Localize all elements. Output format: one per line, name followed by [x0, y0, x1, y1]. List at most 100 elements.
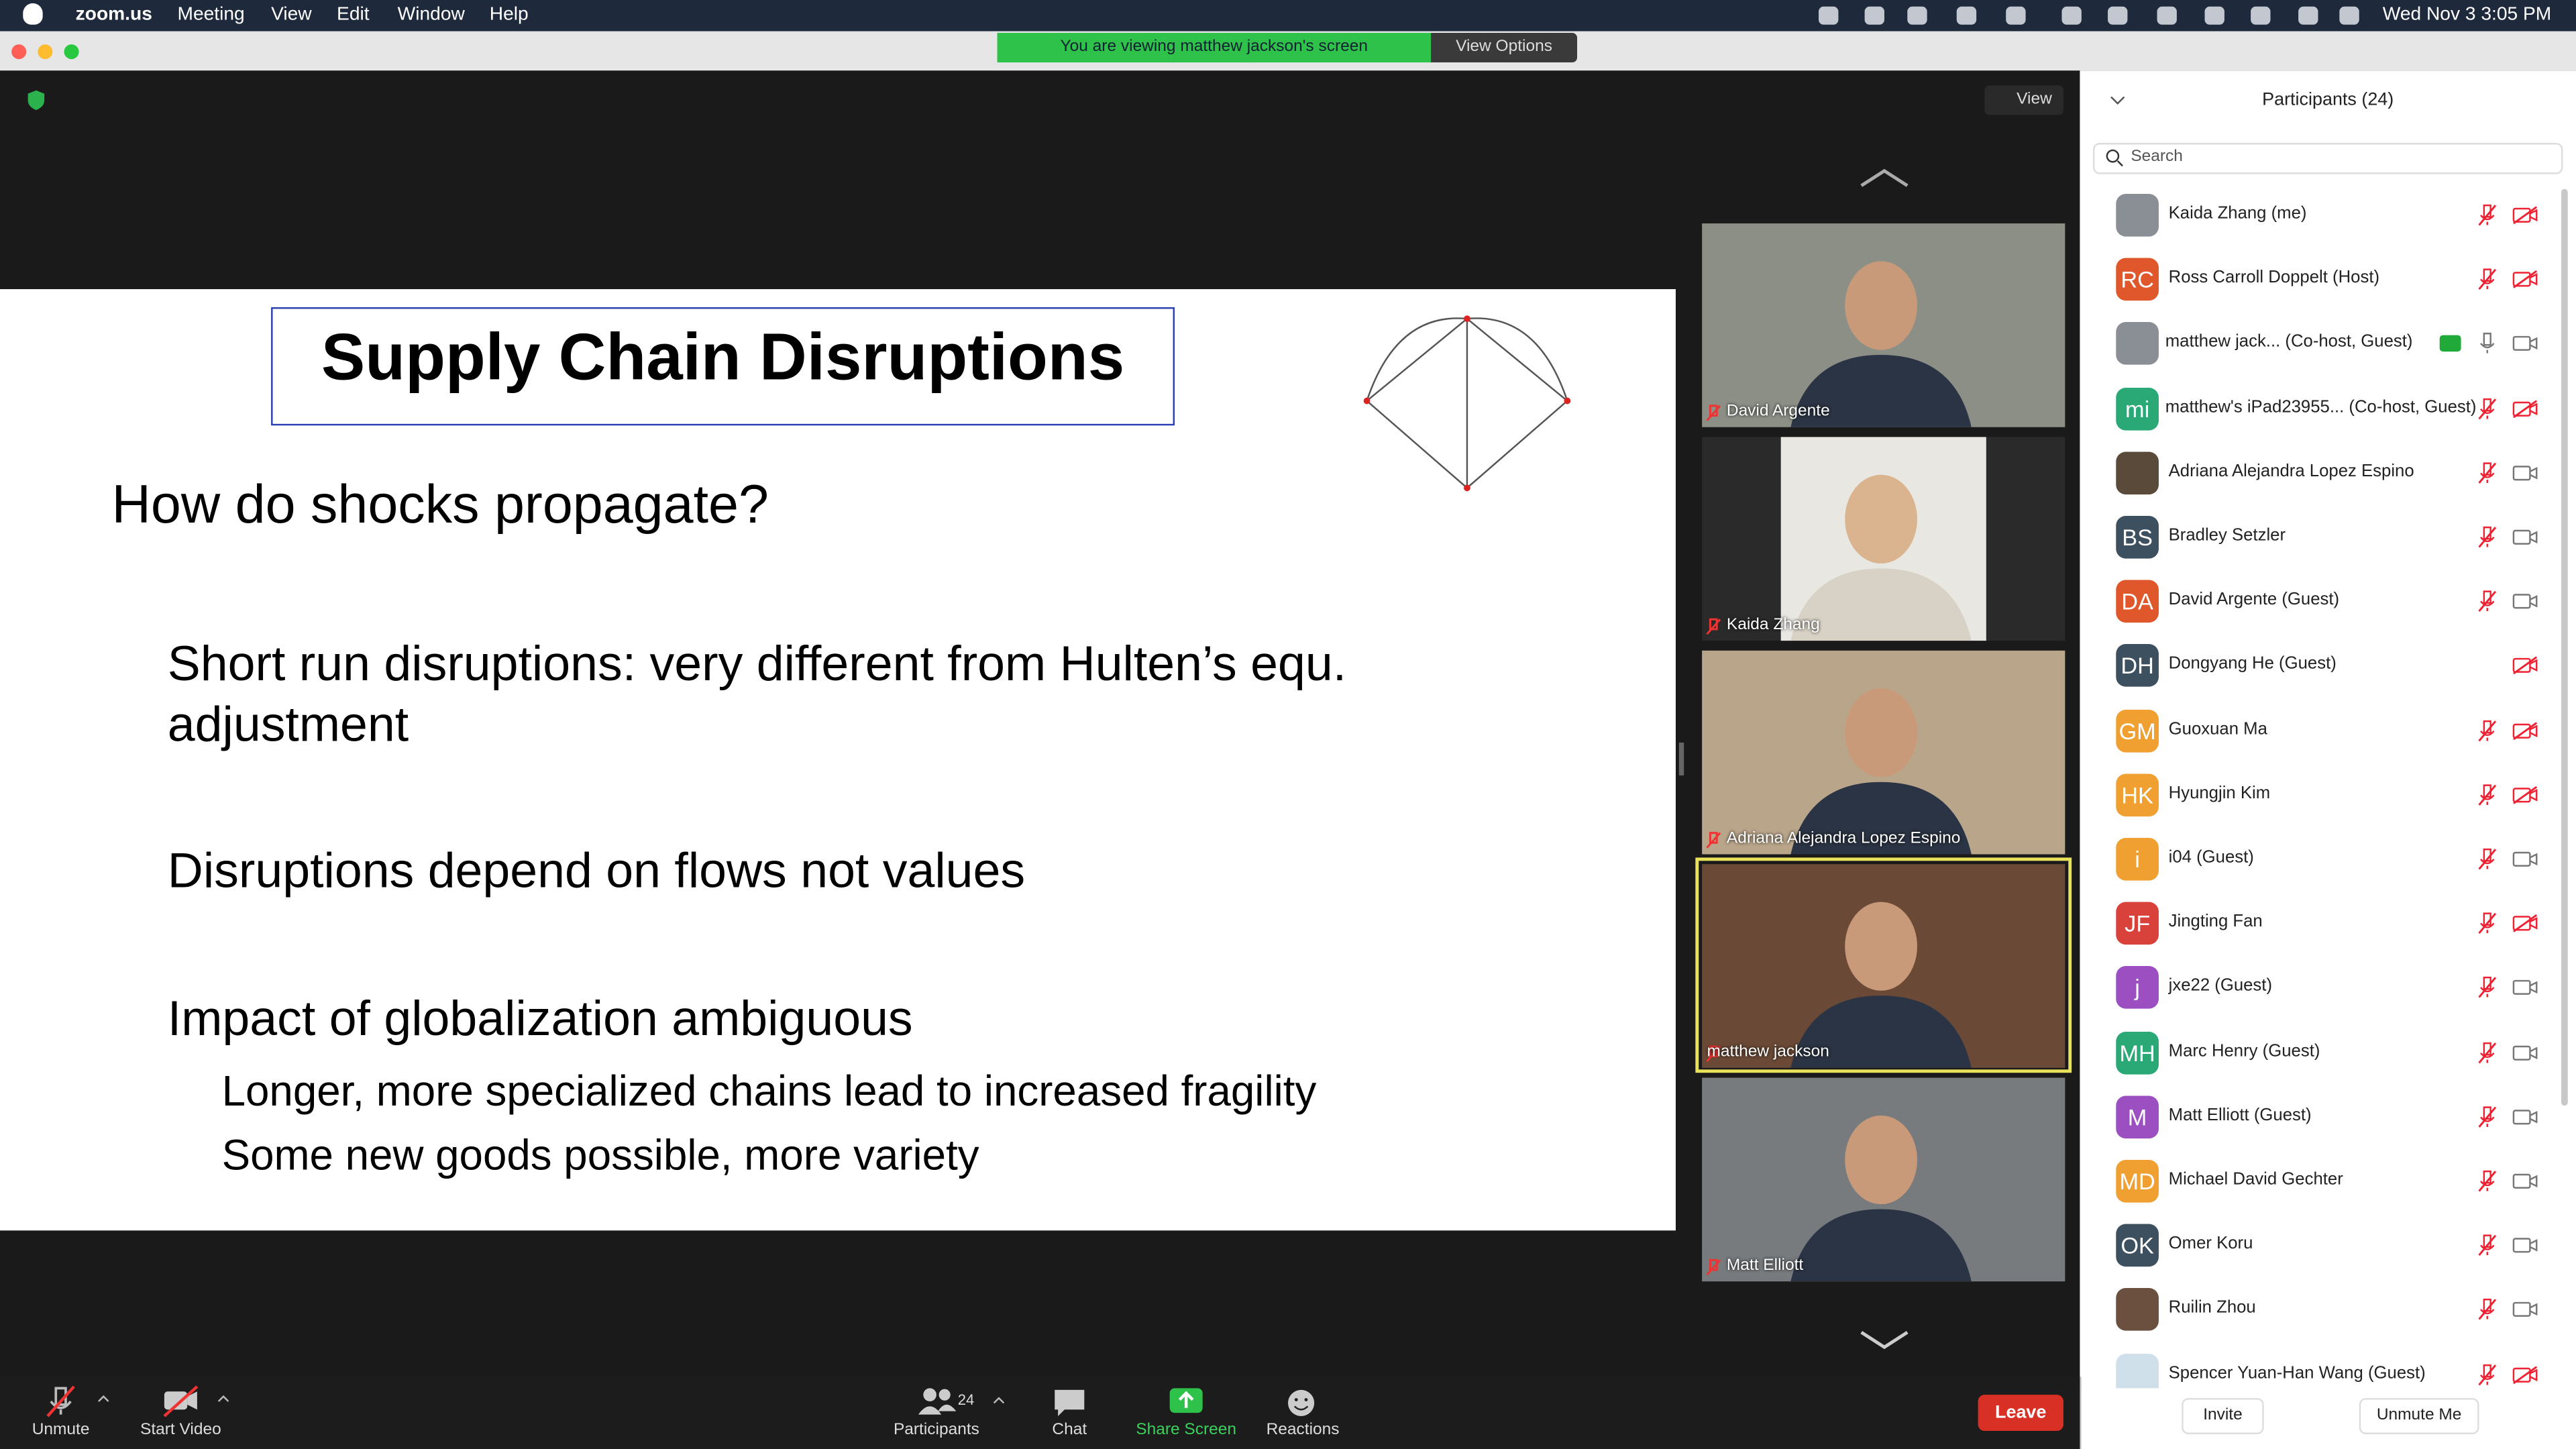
- muted-indicator: [1706, 1258, 1721, 1276]
- menu-item[interactable]: Edit: [337, 5, 370, 25]
- participant-name[interactable]: Marc Henry (Guest): [2168, 1040, 2320, 1061]
- security-shield[interactable]: [25, 89, 48, 111]
- avatar: M: [2116, 1095, 2159, 1138]
- participant-name[interactable]: matthew's iPad23955... (Co-host, Guest): [2165, 396, 2477, 417]
- apple-menu[interactable]: [23, 3, 43, 25]
- panel-title: Participants (24): [2262, 90, 2394, 111]
- mic-status: [2478, 590, 2497, 612]
- avatar: mi: [2116, 386, 2159, 430]
- toolbar-icon[interactable]: [1167, 1385, 1210, 1421]
- toolbar-icon[interactable]: [161, 1383, 201, 1419]
- participant-name[interactable]: Hyungjin Kim: [2168, 783, 2271, 804]
- avatar: [2116, 1288, 2159, 1332]
- participant-name[interactable]: Michael David Gechter: [2168, 1169, 2343, 1190]
- participant-name[interactable]: Ross Carroll Doppelt (Host): [2168, 268, 2380, 288]
- toolbar-label[interactable]: Share Screen: [1136, 1421, 1237, 1440]
- avatar: OK: [2116, 1224, 2159, 1267]
- toolbar-label[interactable]: Participants: [893, 1421, 979, 1440]
- avatar: [2116, 322, 2159, 366]
- participant-name[interactable]: Guoxuan Ma: [2168, 718, 2267, 739]
- participant-name[interactable]: David Argente (Guest): [2168, 590, 2340, 610]
- toolbar-icon[interactable]: [917, 1385, 960, 1421]
- video-status: [2512, 594, 2538, 609]
- mic-status: [2478, 848, 2497, 870]
- scroll-down[interactable]: [1856, 1328, 1912, 1354]
- search-icon: [2106, 149, 2123, 167]
- toolbar-label[interactable]: Start Video: [140, 1421, 221, 1440]
- panel-button[interactable]: Unmute Me: [2359, 1398, 2479, 1434]
- status-icon[interactable]: [1864, 6, 1884, 25]
- participant-name[interactable]: Jingting Fan: [2168, 912, 2263, 932]
- participant-name[interactable]: Omer Koru: [2168, 1234, 2253, 1254]
- participant-name[interactable]: Ruilin Zhou: [2168, 1298, 2256, 1319]
- status-icon[interactable]: [2006, 6, 2026, 25]
- toolbar-icon[interactable]: [41, 1383, 80, 1419]
- participant-name[interactable]: Dongyang He (Guest): [2168, 654, 2337, 675]
- menu-item[interactable]: Meeting: [177, 5, 245, 25]
- status-icon[interactable]: [2061, 6, 2082, 25]
- status-icon[interactable]: [2339, 6, 2359, 25]
- menu-item[interactable]: Window: [397, 5, 465, 25]
- caret[interactable]: [992, 1395, 1006, 1405]
- video-status: [2512, 206, 2538, 225]
- video-status: [2512, 336, 2538, 352]
- status-icon[interactable]: [1819, 6, 1839, 25]
- scroll-up[interactable]: [1856, 164, 1912, 191]
- status-icon[interactable]: [1956, 6, 1977, 25]
- menu-item[interactable]: View: [271, 5, 312, 25]
- view-options[interactable]: View Options: [1431, 32, 1578, 63]
- participant-name[interactable]: jxe22 (Guest): [2168, 976, 2273, 997]
- avatar: DH: [2116, 644, 2159, 688]
- minimize-button[interactable]: [38, 44, 53, 60]
- video-status: [2512, 399, 2538, 418]
- leave-button[interactable]: Leave: [1978, 1395, 2063, 1432]
- collapse-panel[interactable]: [2109, 94, 2125, 107]
- view-button[interactable]: View: [1984, 85, 2063, 115]
- search-box[interactable]: [2093, 143, 2563, 174]
- status-icon[interactable]: [2108, 6, 2128, 25]
- mic-status: [2478, 1234, 2497, 1256]
- status-icon[interactable]: [1907, 6, 1927, 25]
- participant-name[interactable]: i04 (Guest): [2168, 847, 2254, 868]
- participant-name[interactable]: Matt Elliott (Guest): [2168, 1105, 2312, 1126]
- video-name: matthew jackson: [1707, 1043, 1829, 1062]
- close-button[interactable]: [11, 44, 27, 60]
- caret[interactable]: [217, 1393, 230, 1403]
- participant-name[interactable]: Bradley Setzler: [2168, 525, 2286, 546]
- status-icon[interactable]: [2157, 6, 2177, 25]
- video-status: [2512, 914, 2538, 933]
- search-placeholder[interactable]: Search: [2131, 148, 2183, 166]
- mic-status: [2478, 397, 2497, 419]
- status-icon[interactable]: [2204, 6, 2224, 25]
- zoom-button[interactable]: [64, 44, 79, 60]
- status-icon[interactable]: [2251, 6, 2271, 25]
- caret[interactable]: [97, 1393, 110, 1403]
- participant-name[interactable]: Adriana Alejandra Lopez Espino: [2168, 461, 2414, 482]
- muted-indicator: [1706, 618, 1721, 635]
- bullet-text b3: Longer, more specialized chains lead to …: [221, 1066, 1317, 1116]
- participant-name[interactable]: matthew jack... (Co-host, Guest): [2165, 332, 2413, 353]
- panel-button[interactable]: Invite: [2182, 1398, 2264, 1434]
- avatar: DA: [2116, 580, 2159, 623]
- toolbar-label[interactable]: Chat: [1052, 1421, 1087, 1440]
- app-name[interactable]: zoom.us: [75, 5, 152, 25]
- toolbar-icon[interactable]: [1283, 1385, 1326, 1421]
- mic-status: [2478, 784, 2497, 806]
- participant-count: 24: [957, 1391, 975, 1408]
- mic-status: [2478, 1041, 2497, 1063]
- resize-handle[interactable]: [1678, 742, 1684, 775]
- participant-name[interactable]: Spencer Yuan-Han Wang (Guest): [2168, 1362, 2426, 1383]
- participant-name[interactable]: Kaida Zhang (me): [2168, 203, 2307, 224]
- status-icon[interactable]: [2298, 6, 2318, 25]
- participant-video: [1790, 474, 1972, 641]
- mic-status: [2478, 204, 2497, 226]
- avatar: MD: [2116, 1159, 2159, 1203]
- toolbar-label[interactable]: Reactions: [1266, 1421, 1340, 1440]
- toolbar-label[interactable]: Unmute: [32, 1421, 90, 1440]
- video-status: [2512, 721, 2538, 740]
- mic-status: [2478, 1363, 2497, 1385]
- toolbar-icon[interactable]: [1050, 1385, 1093, 1421]
- menu-item[interactable]: Help: [489, 5, 529, 25]
- video-status: [2512, 657, 2538, 676]
